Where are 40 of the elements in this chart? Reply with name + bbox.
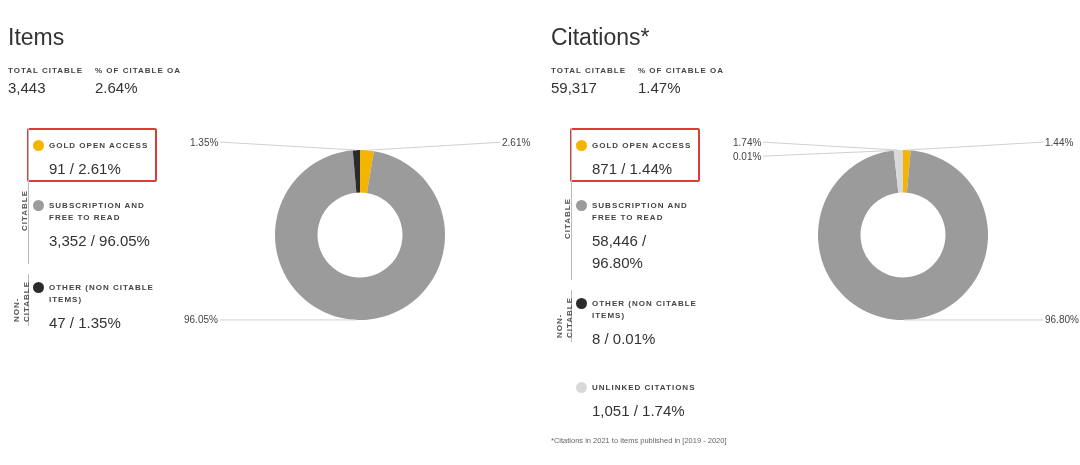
text: 1.47% (638, 79, 682, 96)
text: 91 / 2.61% (48, 159, 122, 179)
text: 871 / 1.44% (591, 159, 674, 179)
legend-label: OTHER (NON CITABLE ITEMS) (48, 282, 155, 306)
data-label: 96.80% (1045, 314, 1080, 325)
text: % OF CITABLE OA (95, 66, 181, 75)
legend-label: SUBSCRIPTION AND FREE TO READ (591, 200, 689, 224)
chart-title: Citations* (551, 24, 650, 51)
legend-label: UNLINKED CITATIONS (591, 382, 697, 394)
text: NON-CITABLE (12, 280, 32, 322)
data-label: 2.61% (502, 137, 531, 148)
donut-slice (818, 150, 988, 320)
legend-label: SUBSCRIPTION AND FREE TO READ (48, 200, 146, 224)
donut-slice (360, 150, 374, 194)
text: CITABLE (20, 189, 29, 231)
donut-slice (903, 150, 911, 193)
data-label: 0.01% (733, 151, 762, 162)
text: 47 / 1.35% (48, 313, 122, 333)
text: CITABLE (563, 197, 572, 239)
legend-label: GOLD OPEN ACCESS (591, 140, 693, 152)
donut-slice (352, 150, 360, 193)
text: 58,446 / 96.80% (591, 231, 648, 273)
data-label: 1.35% (190, 137, 219, 148)
text: 3,352 / 96.05% (48, 231, 151, 251)
chart-title: Items (8, 24, 65, 51)
text: 2.64% (95, 79, 139, 96)
text: 3,443 (8, 79, 47, 96)
text: 8 / 0.01% (591, 329, 657, 349)
donut-slice (275, 150, 445, 320)
legend-label: OTHER (NON CITABLE ITEMS) (591, 298, 698, 322)
text: 1,051 / 1.74% (591, 401, 686, 421)
text: TOTAL CITABLE (551, 66, 627, 75)
text: TOTAL CITABLE (8, 66, 84, 75)
text: 59,317 (551, 79, 598, 96)
data-label: 1.74% (733, 137, 762, 148)
data-label: 96.05% (184, 314, 219, 325)
legend-label: GOLD OPEN ACCESS (48, 140, 150, 152)
data-label: 1.44% (1045, 137, 1074, 148)
text: % OF CITABLE OA (638, 66, 724, 75)
text: NON-CITABLE (555, 296, 575, 338)
